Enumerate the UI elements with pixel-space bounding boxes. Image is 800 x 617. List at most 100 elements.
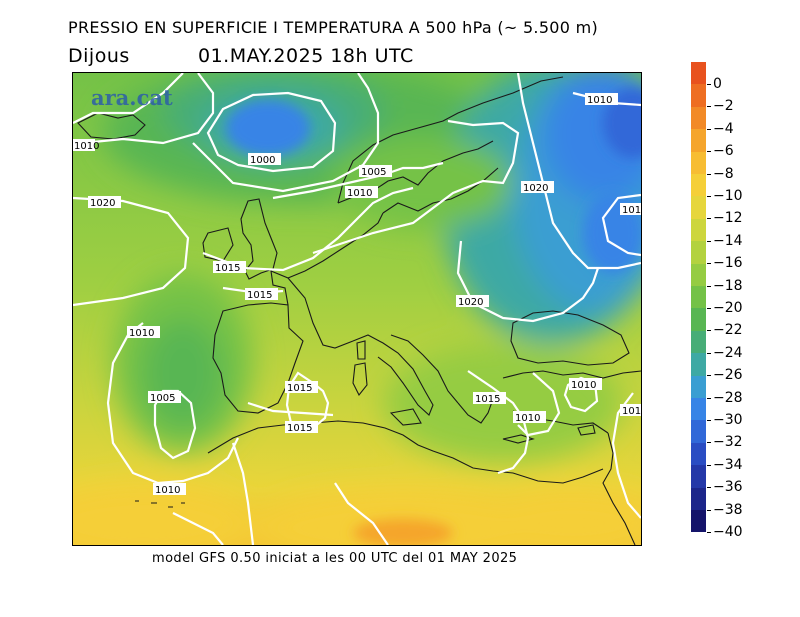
scale-color-band [691,353,706,376]
svg-text:1010: 1010 [515,413,540,424]
scale-tick [707,151,711,153]
sicily-coast [389,408,422,426]
iberia-coast [212,302,304,414]
sardinia-coast [352,362,368,397]
isobar-labels: 1010 1010 1000 1005 1010 1020 1020 101 1… [73,93,641,496]
crete-coast [502,434,535,444]
isobar-label: 1010 [345,186,378,199]
isobar-1020-west [73,196,190,307]
svg-text:1015: 1015 [287,423,312,434]
scale-color-band [691,62,706,85]
scale-label: −12 [713,210,743,227]
svg-text:1005: 1005 [150,393,175,404]
svg-text:1015: 1015 [215,263,240,274]
france-coast [270,270,354,349]
scale-label: 0 [713,76,722,92]
adriatic-coast [390,334,459,404]
scale-label: −22 [713,322,743,339]
scale-label: −38 [713,501,743,518]
corsica-coast [356,340,366,360]
map-canvas: 1010 1010 1000 1005 1010 1020 1020 101 1… [73,73,641,545]
isobar-label: 1015 [245,288,278,301]
scale-tick [707,173,711,175]
svg-text:1020: 1020 [458,297,483,308]
scale-color-band [691,510,706,533]
cyprus-coast [577,424,596,436]
scale-color-band [691,330,706,354]
scale-tick [707,263,711,265]
scale-tick [707,532,711,533]
isobar-1020-central [312,119,520,255]
scale-tick [707,330,711,332]
isobar-label: 1005 [359,165,392,178]
scale-label: −10 [713,188,743,204]
svg-text:1010: 1010 [587,95,612,106]
svg-text:101: 101 [622,205,641,216]
scale-color-band [691,308,706,331]
isobar-1015-britain [202,186,414,272]
svg-text:1005: 1005 [361,167,386,178]
scale-tick [707,397,711,399]
scale-color-band [691,129,706,152]
scale-color-band [691,375,706,398]
scale-tick [707,375,711,377]
scale-label: −4 [713,120,734,137]
great-britain-coast [240,198,278,280]
scale-tick [707,240,711,242]
scale-label: −24 [713,344,743,361]
scale-tick [707,84,711,85]
brand-logo[interactable]: ara.cat [91,85,173,110]
scale-tick [707,106,711,108]
isobar-label: 1020 [88,196,121,209]
map-title: PRESSIO EN SUPERFICIE I TEMPERATURA A 50… [68,18,599,37]
scale-label: −40 [713,524,743,540]
isobar-label: 1010 [127,326,160,339]
scale-color-band [691,263,706,286]
forecast-time: Dijous 01.MAY.2025 18h UTC [68,45,413,67]
weather-map[interactable]: 1010 1010 1000 1005 1010 1020 1020 101 1… [72,72,642,546]
model-caption: model GFS 0.50 iniciat a les 00 UTC del … [152,551,518,566]
day-label: Dijous [68,45,130,67]
svg-text:1015: 1015 [247,290,272,301]
scale-color-band [691,241,706,264]
svg-text:1015: 1015 [475,394,500,405]
isobar-1015-med [247,401,334,417]
svg-text:101: 101 [622,406,641,417]
svg-text:1010: 1010 [74,141,99,152]
svg-text:1015: 1015 [287,383,312,394]
turkey-coast [502,370,641,379]
isobar-label: 1015 [285,421,318,434]
scale-color-band [691,420,706,443]
scale-label: −2 [713,98,734,115]
isobar-label: 1010 [153,483,186,496]
scale-tick [707,442,711,444]
scale-label: −26 [713,367,743,384]
isobar-label: 1010 [73,139,99,152]
scale-color-band [691,398,706,421]
scale-tick [707,218,711,220]
isobar-label: 1015 [473,392,506,405]
italy-coast [352,334,434,416]
svg-text:1000: 1000 [250,155,275,166]
scale-label: −20 [713,300,743,316]
scale-label: −18 [713,277,743,294]
scale-label: −6 [713,143,734,160]
continental-coast [287,212,384,279]
datetime-label: 01.MAY.2025 18h UTC [198,45,414,67]
africa-coast [207,420,604,484]
scale-label: −28 [713,389,743,406]
isobar-label: 1010 [585,93,618,106]
isobar-label: 101 [620,203,641,216]
canary-islands [135,500,185,508]
svg-text:1010: 1010 [129,328,154,339]
scale-color-band [691,465,706,488]
scale-tick [707,308,711,309]
isobar-1015-greece [467,370,530,475]
scale-label: −8 [713,165,734,182]
scale-color-band [691,442,706,466]
isobar-1015-libya [334,482,389,545]
scale-tick [707,285,711,287]
isobar-1010-west [73,73,184,124]
svg-text:1010: 1010 [155,485,180,496]
temperature-field [73,73,641,545]
